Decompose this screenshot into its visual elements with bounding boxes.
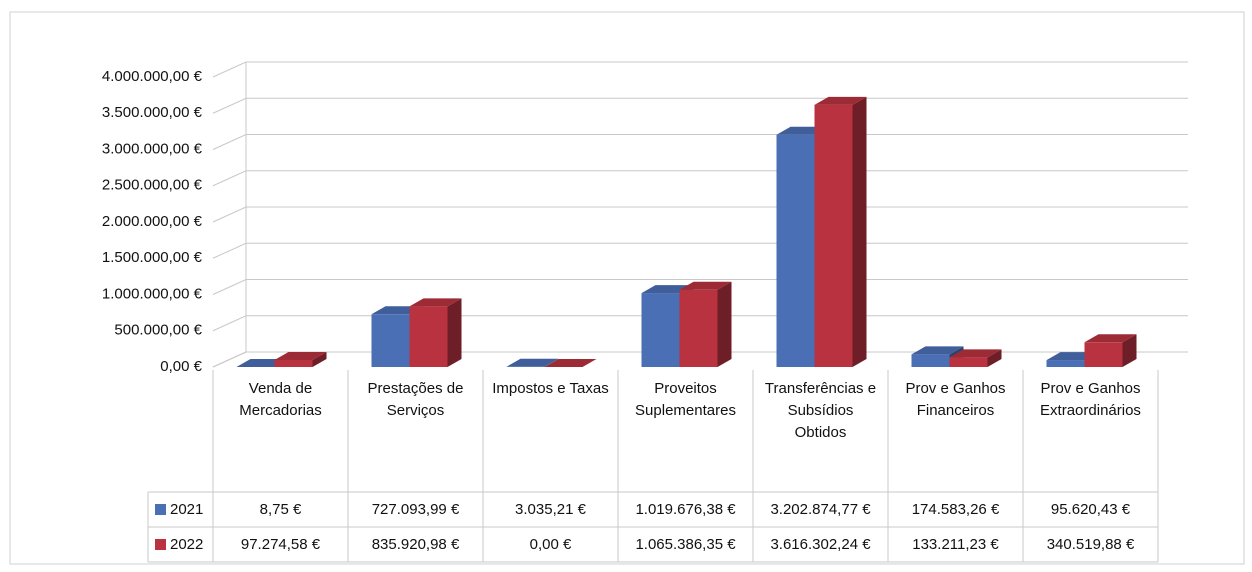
bar-face (371, 314, 410, 367)
bar-face (911, 346, 964, 355)
grid-line (212, 242, 1188, 259)
bar (814, 96, 867, 367)
legend-label: 2021 (170, 501, 203, 518)
table-value: 3.202.874,77 € (770, 500, 871, 518)
grid-line (212, 170, 1188, 187)
bar (409, 298, 462, 367)
y-tick-label: 500.000,00 € (114, 322, 202, 339)
grid-line (212, 97, 1188, 114)
bar-face (1084, 342, 1123, 367)
bar-face (949, 357, 988, 367)
category-label: Impostos e Taxas (492, 380, 609, 397)
legend-swatch (155, 504, 166, 515)
bar-face (274, 359, 313, 367)
chart-frame (9, 11, 1245, 565)
bar-face (776, 134, 815, 367)
bar-face (679, 281, 732, 290)
category-label: Prestações de Serviços (367, 380, 464, 419)
bar (544, 359, 597, 367)
bar-face (814, 104, 853, 367)
bar-face (506, 358, 559, 367)
table-value: 1.065.386,35 € (635, 535, 736, 553)
table-value: 3.035,21 € (515, 500, 586, 518)
bar-face (544, 358, 559, 367)
category-label: Proveitos Suplementares (635, 380, 736, 419)
bar-face (1122, 334, 1137, 367)
bar (679, 281, 732, 367)
category-label: Venda de Mercadorias (239, 380, 322, 419)
table-value: 95.620,43 € (1050, 500, 1131, 518)
category-label: Prov e Ganhos Financeiros (905, 380, 1006, 419)
table-value: 340.519,88 € (1046, 535, 1135, 553)
y-tick-label: 1.500.000,00 € (102, 249, 203, 266)
table-value: 835.920,98 € (371, 535, 460, 553)
y-tick-label: 4.000.000,00 € (102, 68, 203, 85)
table-value: 133.211,23 € (912, 535, 999, 553)
table-value: 174.583,26 € (911, 500, 1000, 518)
table-value: 0,00 € (529, 535, 572, 553)
bar-face (409, 306, 448, 367)
category-label: Transferências e Subsídios Obtidos (764, 380, 877, 441)
category-label: Prov e Ganhos Extraordinários (1040, 380, 1141, 419)
table-value: 97.274,58 € (240, 535, 321, 553)
bar-face (312, 351, 327, 367)
table-value: 727.093,99 € (371, 500, 460, 518)
bar-face (447, 298, 462, 367)
bar-face (911, 354, 950, 367)
bar-face (409, 298, 462, 307)
grid-line (212, 315, 1188, 332)
grid-line (212, 61, 1188, 78)
y-tick-label: 2.000.000,00 € (102, 213, 203, 230)
bar (274, 351, 327, 367)
bar-face (949, 349, 1002, 358)
bar-face (987, 349, 1002, 367)
table-value: 1.019.676,38 € (635, 500, 736, 518)
grid-line (212, 279, 1188, 295)
grid-line (212, 206, 1188, 223)
bar-face (814, 96, 867, 105)
table-value: 3.616.302,24 € (770, 535, 871, 553)
grid-line (212, 134, 1188, 150)
bar-face (544, 359, 597, 367)
bar-face (717, 281, 732, 367)
bar-face (679, 289, 718, 367)
legend-swatch (155, 539, 166, 550)
y-tick-label: 3.500.000,00 € (102, 104, 203, 121)
legend-label: 2022 (170, 536, 203, 553)
bar-face (1046, 360, 1085, 367)
y-tick-label: 3.000.000,00 € (102, 140, 203, 157)
bar-face (852, 96, 867, 367)
bar-face (641, 293, 680, 367)
y-tick-label: 2.500.000,00 € (102, 177, 203, 194)
grid-line (212, 351, 1188, 368)
table-value: 8,75 € (259, 500, 302, 518)
bar-face (274, 351, 327, 360)
y-tick-label: 1.000.000,00 € (102, 285, 203, 302)
bar (506, 358, 559, 367)
bar (949, 349, 1002, 367)
bar-face (1084, 334, 1137, 343)
y-tick-label: 0,00 € (160, 358, 202, 375)
bar (1084, 334, 1137, 367)
